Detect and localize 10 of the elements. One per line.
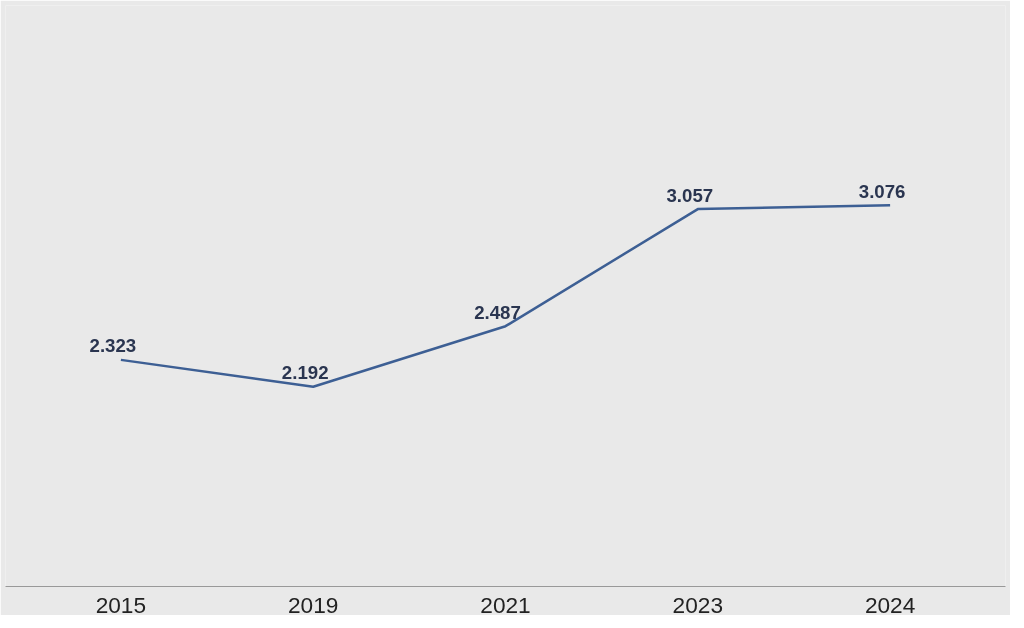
data-label: 2.192 [281, 362, 329, 384]
x-tick-label: 2019 [287, 591, 339, 618]
x-tick-label: 2015 [95, 591, 147, 618]
x-tick-label: 2024 [864, 591, 916, 618]
x-tick-label: 2023 [672, 591, 724, 618]
data-label: 3.076 [858, 180, 906, 202]
data-label: 2.323 [89, 335, 137, 357]
x-tick-label: 2021 [480, 591, 531, 618]
data-label: 3.057 [666, 184, 714, 206]
data-label: 2.487 [474, 301, 521, 323]
